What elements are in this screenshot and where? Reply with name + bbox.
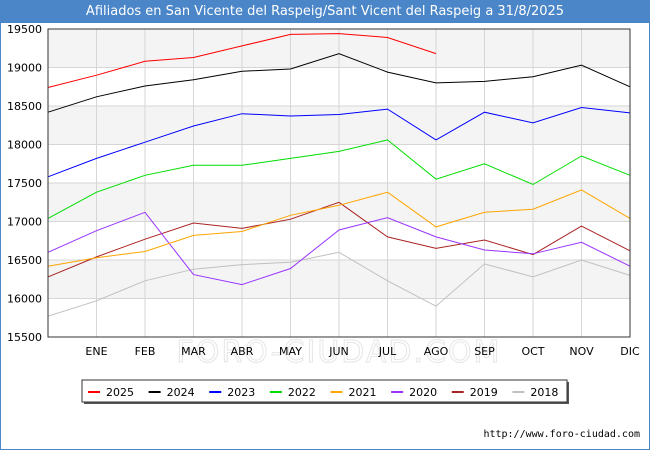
- legend-label-2023: 2023: [227, 386, 255, 399]
- legend-label-2025: 2025: [106, 386, 134, 399]
- legend-label-2024: 2024: [167, 386, 195, 399]
- series-line-2018: [47, 251, 631, 317]
- series-line-2020: [47, 211, 631, 286]
- source-url: http://www.foro-ciudad.com: [483, 429, 640, 440]
- x-tick-label: OCT: [521, 345, 544, 358]
- x-tick-label: JUN: [328, 345, 349, 358]
- series-line-2025: [47, 33, 437, 88]
- y-tick-label: 18500: [7, 100, 42, 113]
- x-tick-label: SEP: [474, 345, 495, 358]
- legend-label-2019: 2019: [470, 386, 498, 399]
- legend-label-2022: 2022: [288, 386, 316, 399]
- x-tick-label: FEB: [135, 345, 156, 358]
- x-tick-label: NOV: [569, 345, 594, 358]
- x-tick-label: AGO: [424, 345, 449, 358]
- series-line-2023: [47, 106, 631, 178]
- y-tick-label: 17000: [7, 216, 42, 229]
- plot-border: [47, 28, 631, 338]
- y-tick-label: 15500: [7, 331, 42, 344]
- x-tick-label: JUL: [378, 345, 397, 358]
- y-tick-label: 17500: [7, 177, 42, 190]
- legend-label-2018: 2018: [530, 386, 558, 399]
- legend-label-2020: 2020: [409, 386, 437, 399]
- legend: [81, 379, 568, 403]
- x-tick-label: MAR: [181, 345, 206, 358]
- chart-title: Afiliados en San Vicente del Raspeig/San…: [1, 1, 649, 23]
- y-tick-label: 19000: [7, 62, 42, 75]
- x-tick-label: DIC: [620, 345, 640, 358]
- series-line-2021: [47, 189, 631, 267]
- x-tick-label: MAY: [279, 345, 302, 358]
- series-line-2022: [47, 139, 631, 219]
- legend-label-2021: 2021: [349, 386, 377, 399]
- y-tick-label: 16000: [7, 293, 42, 306]
- x-tick-label: ABR: [231, 345, 254, 358]
- x-tick-label: ENE: [85, 345, 107, 358]
- watermark: FORO-CIUDAD.COM: [177, 335, 502, 370]
- series-line-2024: [47, 53, 631, 113]
- y-tick-label: 18000: [7, 139, 42, 152]
- y-tick-label: 16500: [7, 254, 42, 267]
- series-line-2019: [47, 201, 631, 278]
- y-tick-label: 19500: [7, 23, 42, 36]
